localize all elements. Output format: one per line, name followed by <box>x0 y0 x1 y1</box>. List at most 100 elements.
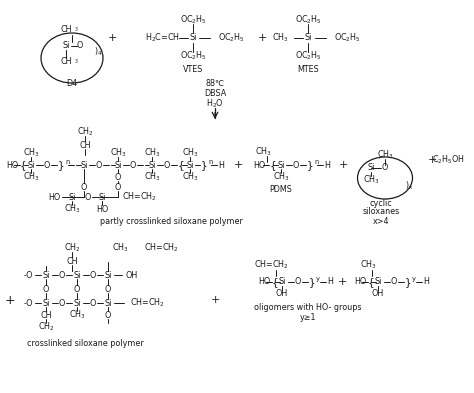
Text: -O: -O <box>23 299 33 307</box>
Text: OC$_2$H$_5$: OC$_2$H$_5$ <box>218 32 245 44</box>
Text: H: H <box>324 160 330 169</box>
Text: D4: D4 <box>66 79 78 88</box>
Text: CH$_3$: CH$_3$ <box>273 171 290 183</box>
Text: O: O <box>382 163 388 173</box>
Text: O: O <box>164 160 170 169</box>
Text: Si: Si <box>189 33 197 42</box>
Text: O: O <box>295 277 301 286</box>
Text: CH: CH <box>61 26 72 35</box>
Text: y: y <box>412 276 416 282</box>
Text: $_3$: $_3$ <box>74 26 79 34</box>
Text: CH$_3$: CH$_3$ <box>23 171 39 183</box>
Text: n: n <box>65 159 69 165</box>
Text: O: O <box>105 285 111 294</box>
Text: +: + <box>337 277 346 287</box>
Text: oligomers with HO- groups: oligomers with HO- groups <box>254 303 362 312</box>
Text: O: O <box>43 285 49 294</box>
Text: Si: Si <box>104 270 112 279</box>
Text: O: O <box>130 160 136 169</box>
Text: H: H <box>218 160 224 169</box>
Text: n: n <box>314 159 318 165</box>
Text: +: + <box>5 294 15 307</box>
Text: +: + <box>210 295 219 305</box>
Text: Si: Si <box>42 299 50 307</box>
Text: CH$_3$: CH$_3$ <box>363 174 379 186</box>
Text: Si: Si <box>42 270 50 279</box>
Text: +: + <box>257 33 267 43</box>
Text: O: O <box>90 299 96 307</box>
Text: {: { <box>270 160 277 170</box>
Text: O: O <box>115 182 121 191</box>
Text: {: { <box>272 277 279 287</box>
Text: CH$_3$: CH$_3$ <box>69 309 85 321</box>
Text: Si: Si <box>73 299 81 307</box>
Text: Si: Si <box>80 160 88 169</box>
Text: C$_2$H$_5$OH: C$_2$H$_5$OH <box>432 154 465 166</box>
Text: CH$_3$: CH$_3$ <box>182 171 199 183</box>
Text: }: } <box>309 277 316 287</box>
Text: O: O <box>105 310 111 320</box>
Text: MTES: MTES <box>297 66 319 75</box>
Text: CH=CH$_2$: CH=CH$_2$ <box>255 259 290 271</box>
Text: Si: Si <box>68 193 76 202</box>
Text: OC$_2$H$_5$: OC$_2$H$_5$ <box>294 14 321 26</box>
Text: )$_4$: )$_4$ <box>94 46 102 58</box>
Text: {: { <box>178 160 185 170</box>
Text: O: O <box>90 270 96 279</box>
Text: Si: Si <box>104 299 112 307</box>
Text: CH=CH$_2$: CH=CH$_2$ <box>145 242 180 254</box>
Text: Si: Si <box>186 160 194 169</box>
Text: CH$_3$: CH$_3$ <box>360 259 376 271</box>
Text: PDMS: PDMS <box>270 185 292 195</box>
Text: CH$_3$: CH$_3$ <box>272 32 288 44</box>
Text: Si: Si <box>148 160 155 169</box>
Text: CH$_2$: CH$_2$ <box>37 321 55 333</box>
Text: x>4: x>4 <box>373 217 389 226</box>
Text: CH: CH <box>40 310 52 320</box>
Text: O: O <box>44 160 50 169</box>
Text: H$_2$C=CH: H$_2$C=CH <box>145 32 180 44</box>
Text: +: + <box>428 155 437 165</box>
Text: CH$_3$: CH$_3$ <box>109 147 127 159</box>
Text: O: O <box>59 270 65 279</box>
Text: {: { <box>368 277 374 287</box>
Text: }: } <box>58 160 64 170</box>
Text: O: O <box>74 285 80 294</box>
Text: }: } <box>201 160 208 170</box>
Text: CH$_2$: CH$_2$ <box>64 242 81 254</box>
Text: Si: Si <box>114 160 122 169</box>
Text: OC$_2$H$_5$: OC$_2$H$_5$ <box>334 32 361 44</box>
Text: O: O <box>293 160 299 169</box>
Text: OC$_2$H$_5$: OC$_2$H$_5$ <box>294 50 321 62</box>
Text: Si: Si <box>374 277 382 286</box>
Text: OC$_2$H$_5$: OC$_2$H$_5$ <box>180 50 207 62</box>
Text: CH: CH <box>66 257 78 266</box>
Text: CH$_3$: CH$_3$ <box>144 171 160 183</box>
Text: H: H <box>423 277 429 286</box>
Text: Si: Si <box>277 160 285 169</box>
Text: O: O <box>96 160 102 169</box>
Text: Si: Si <box>304 33 312 42</box>
Text: )$_x$: )$_x$ <box>405 180 414 192</box>
Text: O: O <box>77 42 83 50</box>
Text: Si: Si <box>73 270 81 279</box>
Text: O: O <box>115 173 121 182</box>
Text: VTES: VTES <box>183 66 203 75</box>
Text: O: O <box>391 277 397 286</box>
Text: partly crosslinked siloxane polymer: partly crosslinked siloxane polymer <box>100 217 243 226</box>
Text: CH$_3$: CH$_3$ <box>23 147 39 159</box>
Text: n: n <box>208 159 212 165</box>
Text: CH$_3$: CH$_3$ <box>255 146 272 158</box>
Text: +: + <box>107 33 117 43</box>
Text: Si: Si <box>98 193 106 202</box>
Text: {: { <box>20 160 27 170</box>
Text: CH=CH$_2$: CH=CH$_2$ <box>122 191 157 203</box>
Text: crosslinked siloxane polymer: crosslinked siloxane polymer <box>27 338 143 347</box>
Text: OH: OH <box>126 270 138 279</box>
Text: CH$_3$: CH$_3$ <box>144 147 160 159</box>
Text: Si: Si <box>278 277 286 286</box>
Text: CH$_3$: CH$_3$ <box>376 149 393 161</box>
Text: siloxanes: siloxanes <box>363 208 400 217</box>
Text: O: O <box>81 182 87 191</box>
Text: HO: HO <box>6 160 18 169</box>
